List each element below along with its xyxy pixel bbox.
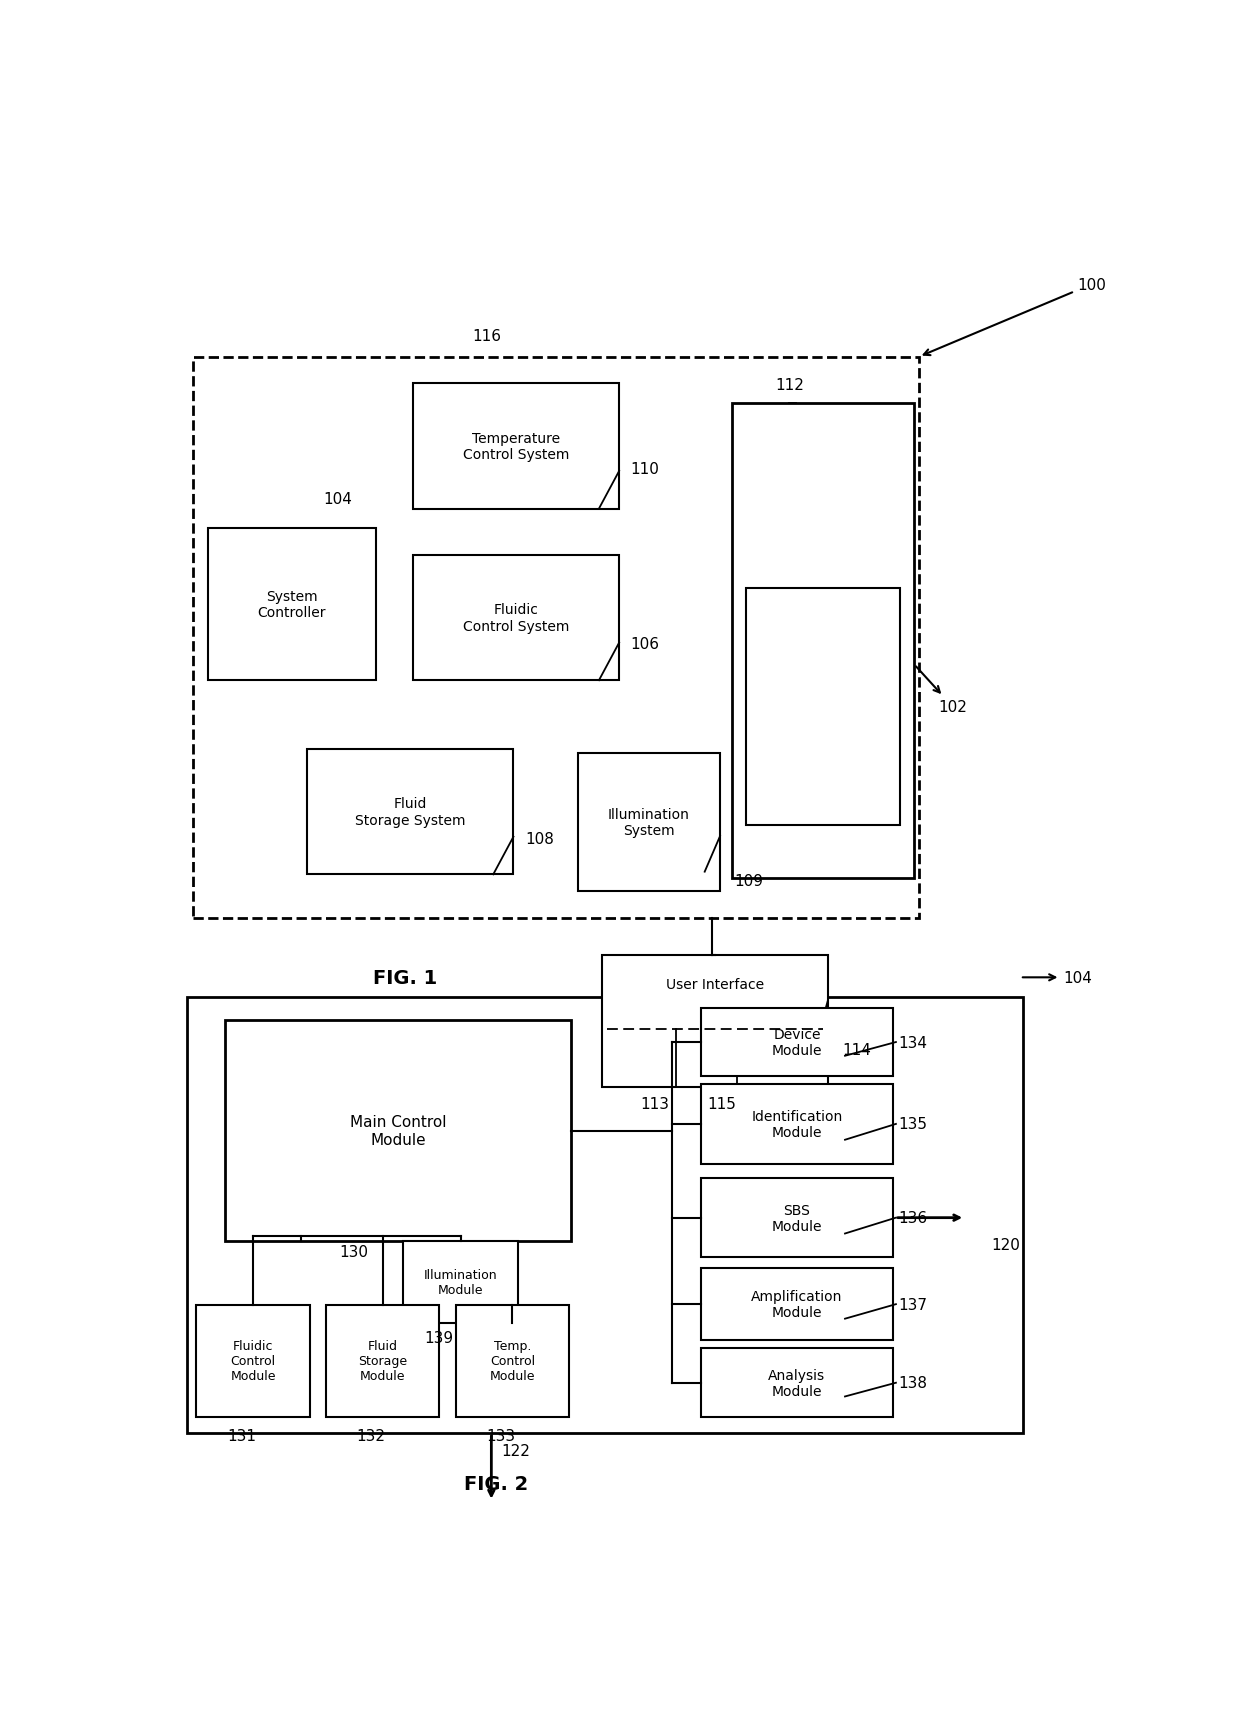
Text: Identification
Module: Identification Module (751, 1109, 842, 1140)
Text: Fluidic
Control
Module: Fluidic Control Module (231, 1340, 275, 1383)
Text: Analysis
Module: Analysis Module (769, 1368, 826, 1399)
Text: 132: 132 (357, 1428, 386, 1443)
Text: 139: 139 (424, 1330, 453, 1345)
Text: 133: 133 (486, 1428, 516, 1443)
FancyBboxPatch shape (732, 403, 914, 879)
Text: Temperature
Control System: Temperature Control System (463, 432, 569, 461)
FancyBboxPatch shape (601, 955, 828, 1087)
FancyBboxPatch shape (701, 1008, 893, 1076)
Text: 106: 106 (631, 636, 660, 651)
Text: 137: 137 (898, 1297, 926, 1311)
FancyBboxPatch shape (701, 1085, 893, 1164)
Text: 110: 110 (631, 463, 660, 476)
Text: 120: 120 (991, 1238, 1021, 1253)
Text: 109: 109 (734, 874, 764, 890)
Text: SBS
Module: SBS Module (771, 1203, 822, 1232)
Text: Temp.
Control
Module: Temp. Control Module (490, 1340, 536, 1383)
Text: FIG. 2: FIG. 2 (464, 1474, 528, 1493)
Text: Fluid
Storage System: Fluid Storage System (355, 797, 465, 828)
Text: 114: 114 (842, 1042, 870, 1058)
Text: User Interface: User Interface (666, 977, 764, 991)
Text: Fluid
Storage
Module: Fluid Storage Module (358, 1340, 407, 1383)
Text: 116: 116 (472, 329, 501, 345)
Text: Amplification
Module: Amplification Module (751, 1289, 843, 1320)
Text: 108: 108 (525, 831, 554, 847)
Text: Illumination
Module: Illumination Module (424, 1268, 497, 1296)
FancyBboxPatch shape (578, 754, 720, 891)
Text: 134: 134 (898, 1035, 926, 1051)
FancyBboxPatch shape (326, 1304, 439, 1417)
FancyBboxPatch shape (413, 555, 619, 680)
Text: System
Controller: System Controller (258, 590, 326, 620)
Text: Device
Module: Device Module (771, 1027, 822, 1058)
FancyBboxPatch shape (701, 1268, 893, 1340)
Text: 104: 104 (1023, 970, 1092, 986)
FancyBboxPatch shape (196, 1304, 310, 1417)
FancyBboxPatch shape (306, 749, 513, 874)
Text: 104: 104 (324, 492, 352, 507)
Text: 135: 135 (898, 1118, 926, 1131)
Text: Fluidic
Control System: Fluidic Control System (463, 603, 569, 632)
Text: 130: 130 (340, 1244, 368, 1260)
FancyBboxPatch shape (187, 998, 1023, 1433)
FancyBboxPatch shape (208, 530, 376, 680)
Text: 138: 138 (898, 1375, 926, 1390)
Text: 136: 136 (898, 1210, 928, 1226)
Text: 131: 131 (227, 1428, 255, 1443)
Text: 100: 100 (924, 278, 1106, 357)
FancyBboxPatch shape (701, 1178, 893, 1258)
FancyBboxPatch shape (226, 1020, 572, 1241)
Text: 115: 115 (708, 1097, 737, 1111)
Text: 112: 112 (775, 379, 804, 393)
Text: FIG. 1: FIG. 1 (373, 968, 436, 987)
Text: 113: 113 (640, 1097, 670, 1111)
Text: Main Control
Module: Main Control Module (350, 1114, 446, 1147)
FancyBboxPatch shape (456, 1304, 569, 1417)
FancyBboxPatch shape (413, 384, 619, 509)
Text: Illumination
System: Illumination System (608, 807, 689, 838)
FancyBboxPatch shape (701, 1349, 893, 1417)
FancyBboxPatch shape (746, 588, 900, 826)
Text: 122: 122 (501, 1443, 529, 1459)
FancyBboxPatch shape (403, 1241, 518, 1323)
Text: 102: 102 (916, 667, 967, 715)
